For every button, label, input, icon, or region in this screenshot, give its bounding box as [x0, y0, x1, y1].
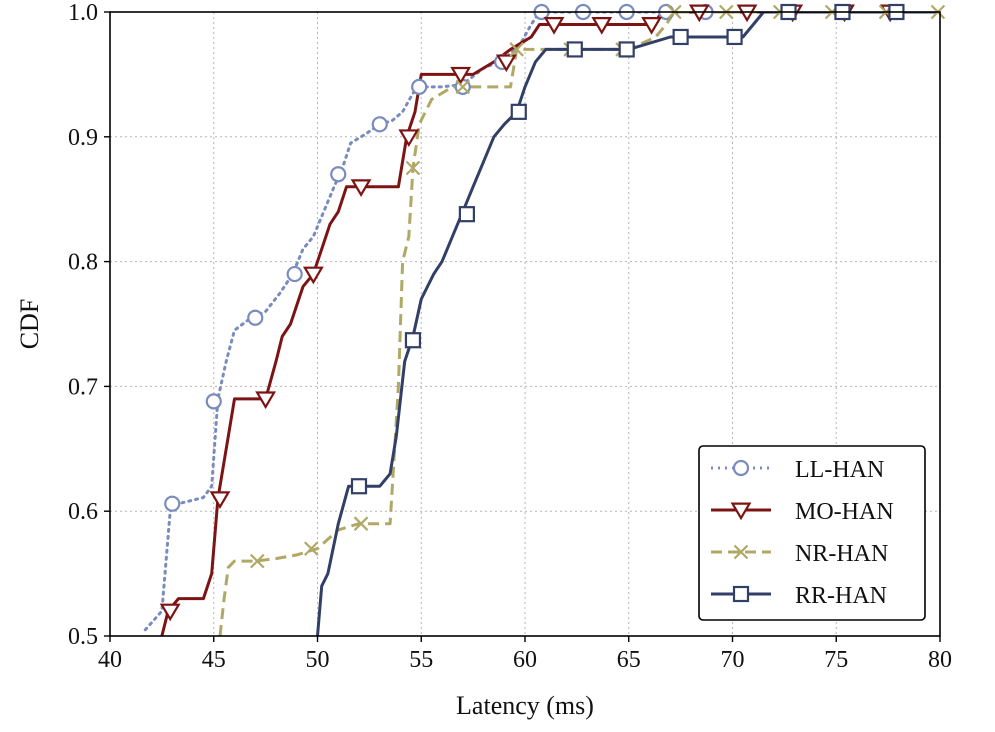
- x-tick-label: 70: [721, 647, 745, 673]
- marker-mo-han: [350, 179, 372, 197]
- series-line-mo-han: [160, 12, 940, 636]
- marker-mo-han: [159, 603, 181, 622]
- marker-nr-han: [455, 79, 471, 95]
- marker-nr-han: [250, 553, 265, 569]
- legend-label-mo-han: MO-HAN: [795, 499, 894, 525]
- x-tick-label: 55: [409, 647, 433, 673]
- marker-nr-han: [509, 42, 524, 57]
- y-tick-label: 0.7: [68, 374, 98, 400]
- marker-ll-han: [205, 393, 222, 410]
- marker-ll-han: [164, 495, 181, 512]
- series-line-rr-han: [316, 12, 940, 636]
- y-tick-label: 0.9: [68, 125, 98, 151]
- y-axis-title: CDF: [15, 299, 44, 350]
- marker-mo-han: [591, 17, 613, 35]
- legend: LL-HAN MO-HAN NR-HAN RR-HAN: [698, 445, 926, 621]
- legend-marker-mo-han: [730, 502, 752, 521]
- x-tick-label: 60: [513, 647, 537, 673]
- marker-mo-han: [209, 491, 231, 509]
- marker-mo-han: [543, 17, 565, 35]
- marker-mo-han: [398, 129, 420, 148]
- marker-ll-han: [247, 309, 264, 326]
- marker-ll-han: [330, 166, 347, 183]
- marker-rr-han: [566, 41, 583, 58]
- marker-rr-han: [350, 478, 368, 495]
- legend-box: [698, 445, 926, 621]
- marker-rr-han: [726, 28, 743, 46]
- y-tick-label: 0.6: [68, 499, 98, 525]
- legend-label-ll-han: LL-HAN: [795, 457, 884, 483]
- marker-rr-han: [672, 28, 689, 46]
- marker-nr-han: [405, 160, 421, 176]
- marker-nr-han: [303, 541, 319, 556]
- series-line-nr-han: [218, 12, 940, 636]
- marker-ll-han: [371, 116, 388, 133]
- marker-mo-han: [450, 66, 472, 85]
- x-tick-label: 80: [928, 647, 952, 673]
- x-tick-label: 45: [202, 647, 226, 673]
- marker-rr-han: [458, 206, 475, 223]
- marker-nr-han: [353, 516, 369, 531]
- marker-mo-han: [495, 54, 517, 73]
- marker-mo-han: [641, 17, 662, 35]
- y-tick-label: 1.0: [68, 0, 98, 26]
- x-tick-label: 75: [824, 647, 848, 673]
- marker-rr-han: [510, 103, 527, 120]
- marker-rr-han: [618, 41, 635, 58]
- x-tick-label: 50: [306, 647, 330, 673]
- x-tick-label: 40: [98, 647, 122, 673]
- marker-ll-han: [411, 78, 428, 95]
- marker-mo-han: [688, 4, 710, 23]
- marker-ll-han: [286, 265, 303, 283]
- marker-layer: [159, 3, 946, 622]
- ticks: 40 45 50 55 60 65 70 75 80 0.5 0.6 0.7 0.8 0.9 1.0: [68, 0, 952, 673]
- y-tick-label: 0.5: [68, 624, 98, 650]
- y-tick-label: 0.8: [68, 250, 98, 276]
- legend-marker-ll-han: [732, 459, 750, 477]
- marker-mo-han: [255, 391, 277, 410]
- x-axis-title: Latency (ms): [456, 691, 594, 720]
- x-tick-label: 65: [617, 647, 641, 673]
- marker-rr-han: [404, 332, 422, 349]
- legend-marker-nr-han: [733, 544, 749, 560]
- marker-mo-han: [736, 4, 758, 23]
- legend-marker-rr-han: [732, 585, 750, 603]
- legend-label-nr-han: NR-HAN: [795, 541, 888, 567]
- legend-label-rr-han: RR-HAN: [795, 583, 887, 609]
- marker-mo-han: [302, 266, 324, 285]
